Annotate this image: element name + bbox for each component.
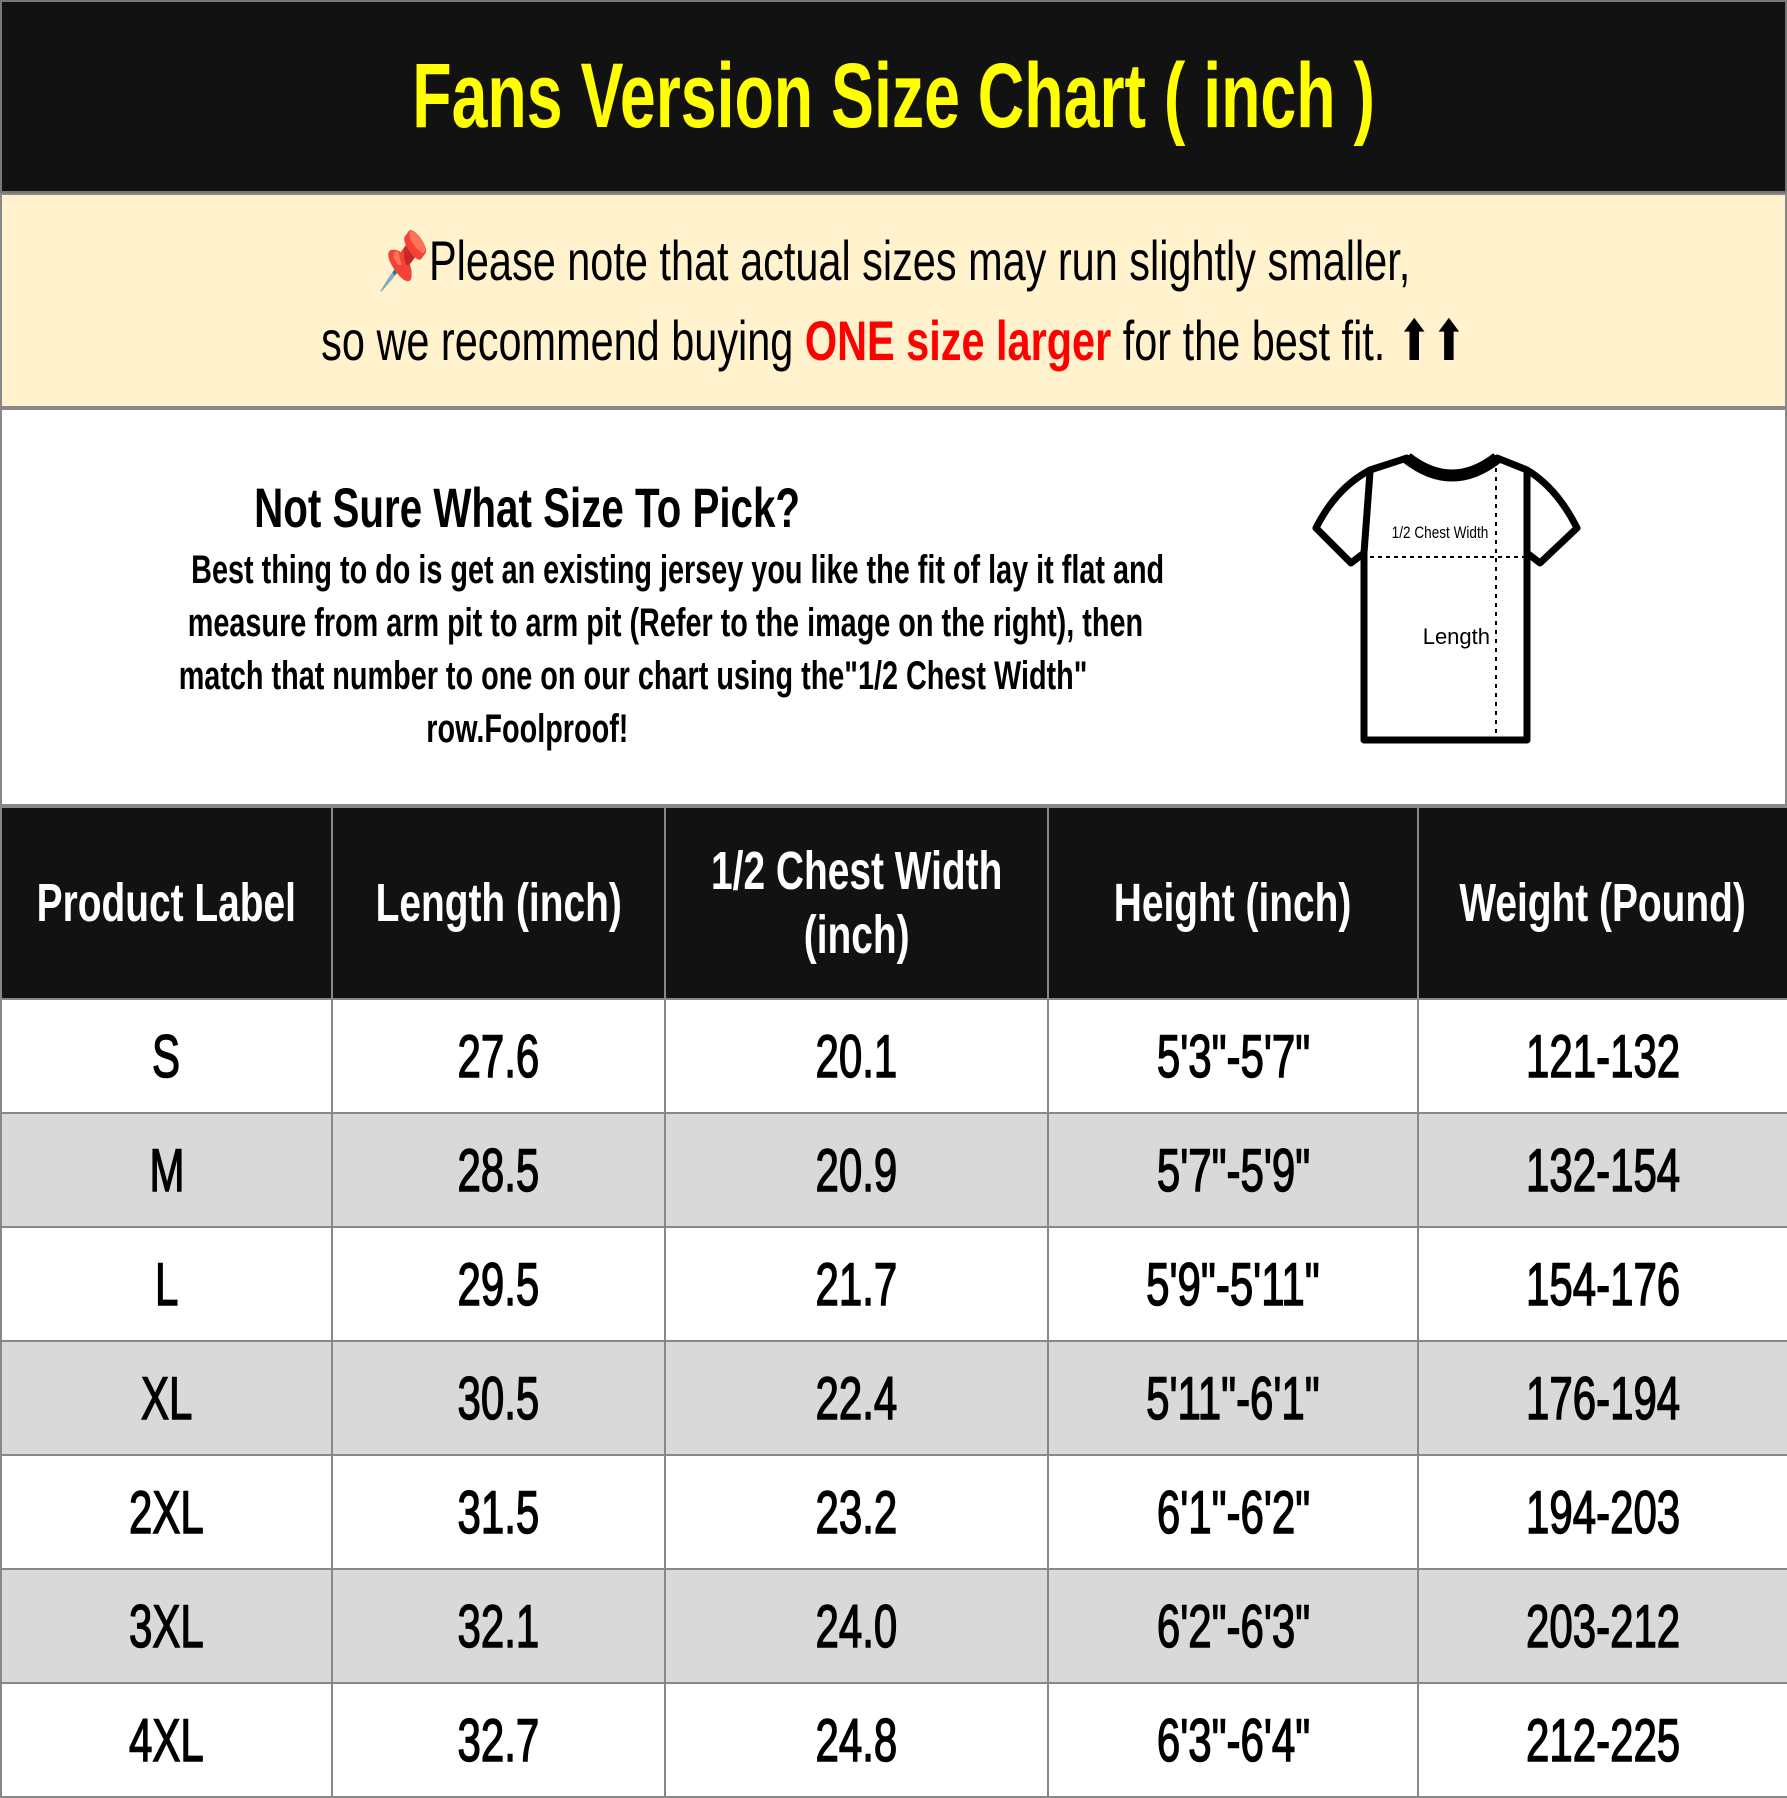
cell-height: 5'3"-5'7" bbox=[1047, 998, 1419, 1114]
help-line: row.Foolproof! bbox=[425, 707, 629, 751]
table-row: XL 30.5 22.4 5'11"-6'1" 176-194 bbox=[0, 1340, 1787, 1456]
cell-length: 32.1 bbox=[331, 1568, 666, 1684]
cell-weight: 121-132 bbox=[1417, 998, 1787, 1114]
cell-size-label: M bbox=[0, 1112, 333, 1228]
pushpin-icon: 📌 bbox=[377, 228, 429, 292]
chest-width-label: 1/2 Chest Width bbox=[1392, 524, 1489, 543]
cell-height: 5'9"-5'11" bbox=[1047, 1226, 1419, 1342]
title-banner: Fans Version Size Chart ( inch ) bbox=[0, 0, 1787, 193]
cell-size-label: 2XL bbox=[0, 1454, 333, 1570]
cell-size-label: XL bbox=[0, 1340, 333, 1456]
cell-height: 6'1"-6'2" bbox=[1047, 1454, 1419, 1570]
cell-size-label: L bbox=[0, 1226, 333, 1342]
cell-height: 5'11"-6'1" bbox=[1047, 1340, 1419, 1456]
table-row: M 28.5 20.9 5'7"-5'9" 132-154 bbox=[0, 1112, 1787, 1228]
cell-height: 6'2"-6'3" bbox=[1047, 1568, 1419, 1684]
table-row: 4XL 32.7 24.8 6'3"-6'4" 212-225 bbox=[0, 1682, 1787, 1798]
table-row: 2XL 31.5 23.2 6'1"-6'2" 194-203 bbox=[0, 1454, 1787, 1570]
header-chest-width: 1/2 Chest Width (inch) bbox=[664, 806, 1049, 1000]
cell-size-label: 4XL bbox=[0, 1682, 333, 1798]
cell-size-label: S bbox=[0, 998, 333, 1114]
cell-chest-width: 23.2 bbox=[664, 1454, 1049, 1570]
cell-length: 28.5 bbox=[331, 1112, 666, 1228]
header-product-label: Product Label bbox=[0, 806, 333, 1000]
arrow-up-icon: ⬆⬆ bbox=[1396, 308, 1467, 372]
cell-height: 6'3"-6'4" bbox=[1047, 1682, 1419, 1798]
header-length: Length (inch) bbox=[331, 806, 666, 1000]
table-row: S 27.6 20.1 5'3"-5'7" 121-132 bbox=[0, 998, 1787, 1114]
help-line: match that number to one on our chart us… bbox=[178, 654, 1088, 698]
tshirt-diagram-icon: 1/2 Chest Width Length bbox=[1312, 453, 1581, 744]
cell-height: 5'7"-5'9" bbox=[1047, 1112, 1419, 1228]
size-help-section: Not Sure What Size To Pick? Best thing t… bbox=[0, 408, 1787, 806]
length-label: Length bbox=[1423, 624, 1490, 649]
note-line-1: 📌Please note that actual sizes may run s… bbox=[377, 228, 1410, 292]
cell-length: 29.5 bbox=[331, 1226, 666, 1342]
cell-weight: 132-154 bbox=[1417, 1112, 1787, 1228]
cell-chest-width: 21.7 bbox=[664, 1226, 1049, 1342]
cell-chest-width: 20.1 bbox=[664, 998, 1049, 1114]
note-highlight: ONE size larger bbox=[804, 308, 1111, 372]
cell-weight: 194-203 bbox=[1417, 1454, 1787, 1570]
cell-weight: 212-225 bbox=[1417, 1682, 1787, 1798]
cell-length: 30.5 bbox=[331, 1340, 666, 1456]
cell-weight: 176-194 bbox=[1417, 1340, 1787, 1456]
cell-length: 27.6 bbox=[331, 998, 666, 1114]
help-heading: Not Sure What Size To Pick? bbox=[254, 476, 800, 539]
note-line-2: so we recommend buying ONE size larger f… bbox=[320, 308, 1467, 372]
cell-chest-width: 22.4 bbox=[664, 1340, 1049, 1456]
cell-length: 32.7 bbox=[331, 1682, 666, 1798]
sizing-note: 📌Please note that actual sizes may run s… bbox=[0, 193, 1787, 408]
size-table: Product Label Length (inch) 1/2 Chest Wi… bbox=[0, 806, 1787, 1798]
cell-chest-width: 24.0 bbox=[664, 1568, 1049, 1684]
header-weight: Weight (Pound) bbox=[1417, 806, 1787, 1000]
cell-length: 31.5 bbox=[331, 1454, 666, 1570]
cell-weight: 154-176 bbox=[1417, 1226, 1787, 1342]
table-header-row: Product Label Length (inch) 1/2 Chest Wi… bbox=[0, 806, 1787, 1000]
table-row: L 29.5 21.7 5'9"-5'11" 154-176 bbox=[0, 1226, 1787, 1342]
cell-weight: 203-212 bbox=[1417, 1568, 1787, 1684]
table-row: 3XL 32.1 24.0 6'2"-6'3" 203-212 bbox=[0, 1568, 1787, 1684]
page-title: Fans Version Size Chart ( inch ) bbox=[412, 45, 1375, 147]
help-line: measure from arm pit to arm pit (Refer t… bbox=[187, 601, 1144, 645]
cell-size-label: 3XL bbox=[0, 1568, 333, 1684]
cell-chest-width: 20.9 bbox=[664, 1112, 1049, 1228]
header-height: Height (inch) bbox=[1047, 806, 1419, 1000]
help-line: Best thing to do is get an existing jers… bbox=[191, 548, 1165, 592]
cell-chest-width: 24.8 bbox=[664, 1682, 1049, 1798]
